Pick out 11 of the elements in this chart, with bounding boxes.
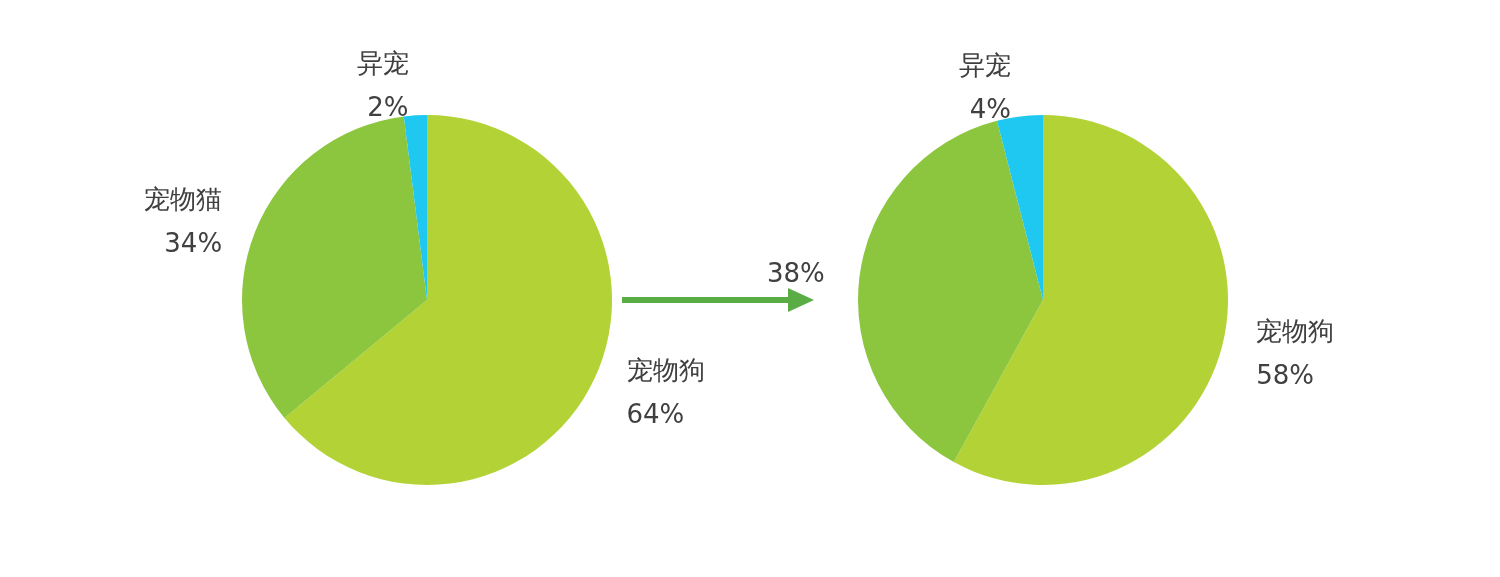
slice-label: 异宠 [959, 49, 1012, 80]
data-label: 34% [164, 227, 223, 258]
data-label: 64% [626, 398, 685, 429]
data-label: 38% [766, 258, 825, 289]
data-label: 58% [1256, 360, 1315, 391]
slice-label: 异宠 [356, 48, 409, 79]
slice-label: 宠物狗 [626, 354, 705, 385]
data-label: 2% [367, 92, 409, 123]
data-label: 4% [969, 93, 1012, 124]
slice-label: 宠物狗 [1256, 316, 1335, 347]
slice-label: 宠物猫 [144, 183, 223, 214]
